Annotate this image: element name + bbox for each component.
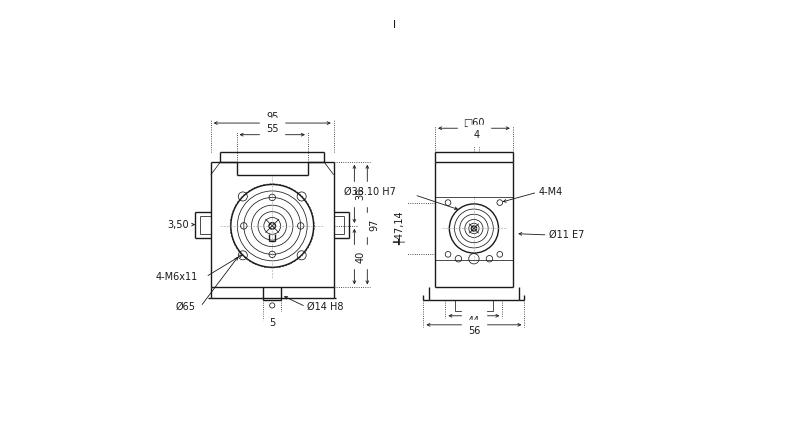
Text: ╇47,14: ╇47,14 [394, 212, 407, 245]
Text: 4-M6x11: 4-M6x11 [156, 272, 198, 282]
Text: 3,50: 3,50 [167, 220, 189, 230]
Text: 40: 40 [356, 250, 366, 263]
Text: Ø65: Ø65 [175, 302, 195, 312]
Text: l: l [393, 20, 397, 30]
Text: 56: 56 [468, 325, 480, 336]
Text: 55: 55 [266, 124, 279, 134]
Text: 4: 4 [473, 130, 480, 140]
Bar [454, 300, 493, 311]
Text: 5: 5 [269, 318, 276, 328]
Text: 30: 30 [356, 188, 366, 200]
Text: 4-M4: 4-M4 [539, 187, 562, 197]
Text: □60: □60 [463, 118, 485, 127]
Text: 97: 97 [369, 218, 379, 231]
Text: Ø14 H8: Ø14 H8 [307, 302, 344, 312]
Text: 44: 44 [468, 317, 480, 326]
Text: 95: 95 [266, 112, 278, 123]
Text: Ø38.10 H7: Ø38.10 H7 [344, 187, 397, 197]
Text: Ø11 E7: Ø11 E7 [549, 230, 585, 240]
